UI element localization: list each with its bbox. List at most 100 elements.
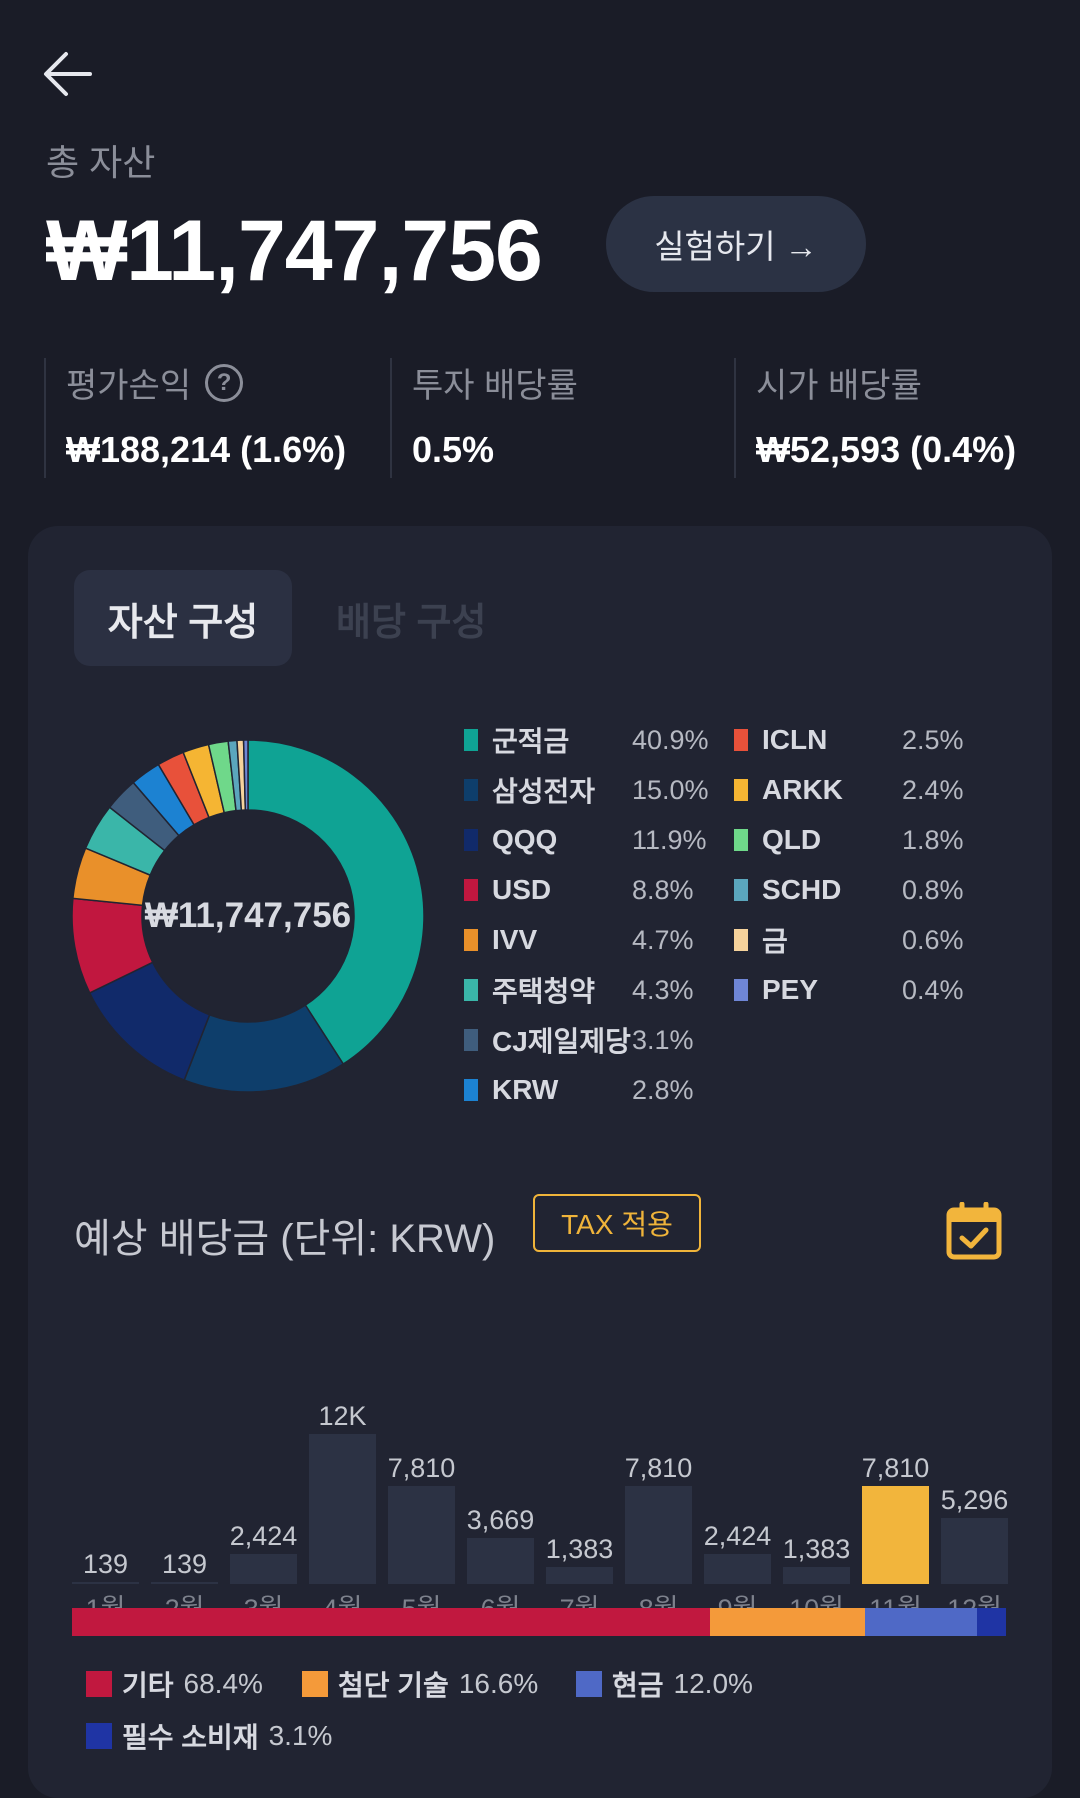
sector-percent: 3.1% — [268, 1720, 333, 1751]
legend-percent: 1.8% — [902, 824, 964, 855]
legend-percent: 4.3% — [632, 974, 694, 1005]
bar-value-label: 7,810 — [387, 1453, 456, 1484]
legend-item: QLD 1.8% — [734, 820, 994, 860]
bar-1월[interactable] — [72, 1582, 139, 1584]
legend-name: 삼성전자 — [492, 776, 596, 807]
stat-label: 시가 배당률 — [756, 367, 922, 405]
legend-swatch — [734, 729, 748, 751]
sector-legend-item: 현금 12.0% — [576, 1664, 753, 1704]
bar-value-label: 139 — [161, 1549, 208, 1579]
sector-name: 현금 — [612, 1670, 664, 1701]
dividend-chart-title: 예상 배당금 (단위: KRW) — [74, 1217, 496, 1261]
sector-segment-2 — [865, 1608, 978, 1636]
sector-legend-item: 기타 68.4% — [86, 1664, 263, 1704]
stat-market-dividend-rate: 시가 배당률 ₩52,593 (0.4%) — [734, 358, 1054, 478]
legend-name: CJ제일제당 — [492, 1026, 631, 1057]
experiment-button[interactable]: 실험하기 → — [606, 196, 866, 292]
bar-12월[interactable] — [941, 1517, 1008, 1584]
legend-name: USD — [492, 874, 552, 905]
legend-percent: 3.1% — [632, 1024, 694, 1055]
tab-asset-composition[interactable]: 자산 구성 — [74, 570, 292, 666]
bar-value-label: 12K — [318, 1401, 367, 1431]
bar-11월[interactable] — [862, 1486, 929, 1584]
total-assets-label: 총 자산 — [46, 142, 156, 183]
stat-value: 0.5% — [412, 429, 495, 470]
total-assets-value: ₩11,747,756 — [46, 203, 543, 299]
help-icon[interactable]: ? — [205, 363, 244, 402]
portfolio-card: 자산 구성 배당 구성 ₩11,747,756 군적금 40.9% 삼성전자 15.0… — [28, 526, 1052, 1798]
sector-legend-item: 첨단 기술 16.6% — [302, 1664, 538, 1704]
sector-percent: 12.0% — [673, 1668, 753, 1699]
legend-swatch — [734, 929, 748, 951]
monthly-dividend-bar-chart: 1391월1392월2,4243월12K4월7,8105월3,6696월1,38… — [72, 1296, 1040, 1626]
legend-name: SCHD — [762, 874, 842, 905]
sector-swatch — [86, 1723, 112, 1749]
bar-value-label: 139 — [82, 1549, 129, 1579]
legend-item: IVV 4.7% — [464, 920, 724, 960]
sector-swatch — [576, 1671, 602, 1697]
legend-swatch — [464, 1079, 478, 1101]
stat-investment-dividend-rate: 투자 배당률 0.5% — [390, 358, 734, 478]
legend-percent: 15.0% — [632, 774, 709, 805]
legend-item: 군적금 40.9% — [464, 720, 724, 760]
legend-swatch — [734, 879, 748, 901]
legend-swatch — [464, 879, 478, 901]
sector-name: 첨단 기술 — [338, 1670, 449, 1701]
legend-name: ARKK — [762, 774, 843, 805]
calendar-check-icon[interactable] — [946, 1202, 1002, 1260]
legend-percent: 11.9% — [632, 824, 707, 855]
legend-name: 금 — [762, 926, 788, 957]
legend-percent: 4.7% — [632, 924, 694, 955]
sector-legend-item: 필수 소비재 3.1% — [86, 1716, 332, 1756]
stat-unrealized-pnl: 평가손익 ? ₩188,214 (1.6%) — [44, 358, 388, 478]
legend-name: QLD — [762, 824, 822, 855]
stat-label: 투자 배당률 — [412, 367, 578, 405]
bar-7월[interactable] — [546, 1566, 613, 1584]
legend-item: QQQ 11.9% — [464, 820, 724, 860]
legend-percent: 2.5% — [902, 724, 964, 755]
tax-toggle[interactable]: TAX 적용 — [533, 1194, 701, 1252]
stats-row: 평가손익 ? ₩188,214 (1.6%) 투자 배당률 0.5% 시가 배당… — [44, 358, 1044, 478]
stat-value: ₩188,214 (1.6%) — [66, 429, 347, 470]
bar-6월[interactable] — [467, 1538, 534, 1584]
legend-swatch — [464, 729, 478, 751]
donut-slice-0[interactable] — [247, 739, 425, 1066]
legend-percent: 2.8% — [632, 1074, 694, 1105]
legend-percent: 2.4% — [902, 774, 964, 805]
donut-slice-13[interactable] — [242, 739, 249, 811]
bar-value-label: 1,383 — [545, 1533, 614, 1564]
legend-swatch — [464, 979, 478, 1001]
bar-2월[interactable] — [151, 1582, 218, 1584]
back-arrow-icon[interactable] — [40, 44, 100, 104]
legend-percent: 0.8% — [902, 874, 964, 905]
bar-5월[interactable] — [388, 1486, 455, 1584]
stat-label: 평가손익 — [66, 367, 192, 405]
bar-9월[interactable] — [704, 1553, 771, 1584]
sector-segment-0 — [72, 1608, 711, 1636]
legend-percent: 8.8% — [632, 874, 694, 905]
bar-value-label: 7,810 — [861, 1453, 930, 1484]
bar-3월[interactable] — [230, 1553, 297, 1584]
legend-item: PEY 0.4% — [734, 970, 994, 1010]
bar-4월[interactable] — [309, 1434, 376, 1584]
legend-swatch — [734, 979, 748, 1001]
legend-swatch — [464, 1029, 478, 1051]
bar-value-label: 2,424 — [229, 1520, 298, 1551]
legend-item: USD 8.8% — [464, 870, 724, 910]
legend-name: KRW — [492, 1074, 559, 1105]
bar-10월[interactable] — [783, 1566, 850, 1584]
legend-item: 금 0.6% — [734, 920, 994, 960]
bar-value-label: 1,383 — [782, 1533, 851, 1564]
legend-percent: 0.6% — [902, 924, 964, 955]
bar-8월[interactable] — [625, 1486, 692, 1584]
tab-dividend-composition[interactable]: 배당 구성 — [336, 601, 487, 644]
donut-center-value: ₩11,747,756 — [144, 896, 352, 935]
sector-name: 기타 — [122, 1670, 174, 1701]
sector-stacked-bar — [72, 1608, 1006, 1636]
bar-value-label: 3,669 — [466, 1505, 535, 1536]
sector-percent: 68.4% — [183, 1668, 263, 1699]
legend-percent: 0.4% — [902, 974, 964, 1005]
legend-item: ARKK 2.4% — [734, 770, 994, 810]
legend-item: KRW 2.8% — [464, 1070, 724, 1110]
legend-name: 군적금 — [492, 726, 570, 757]
